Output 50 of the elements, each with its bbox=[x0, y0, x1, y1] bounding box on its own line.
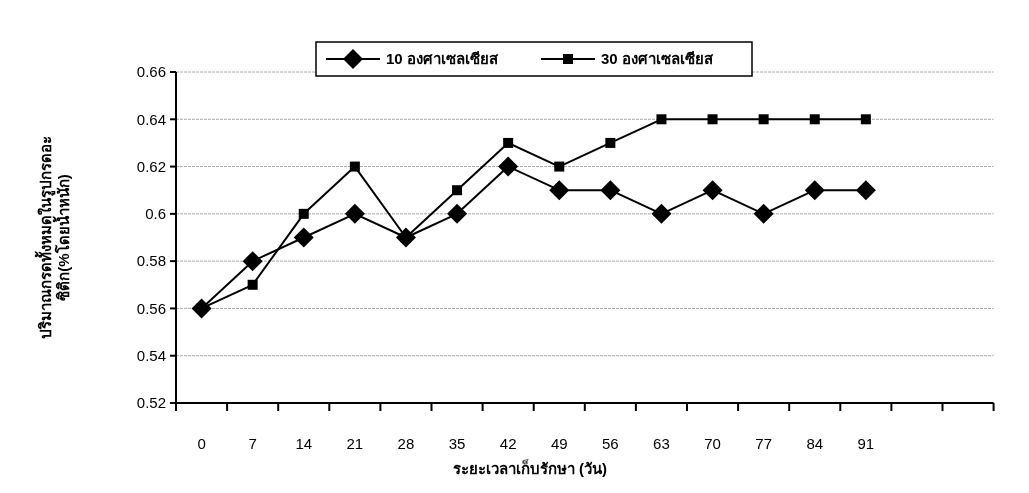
point bbox=[498, 156, 519, 177]
point bbox=[447, 203, 468, 224]
x-tick-label: 56 bbox=[602, 435, 619, 452]
point bbox=[242, 251, 263, 272]
y-tick-label: 0.66 bbox=[136, 63, 166, 81]
point bbox=[707, 114, 718, 125]
y-tick-label: 0.62 bbox=[136, 157, 166, 175]
point bbox=[753, 203, 774, 224]
point bbox=[349, 161, 360, 172]
point bbox=[452, 185, 463, 196]
point bbox=[600, 180, 621, 201]
point bbox=[702, 180, 723, 201]
x-tick-label: 35 bbox=[448, 435, 466, 452]
legend-label: 30 องศาเซลเซียส bbox=[601, 50, 714, 68]
x-tick-label: 49 bbox=[550, 435, 568, 452]
x-tick-label: 28 bbox=[397, 435, 415, 452]
point bbox=[656, 114, 667, 125]
point bbox=[344, 203, 365, 224]
point bbox=[503, 137, 514, 148]
x-tick-label: 21 bbox=[346, 435, 364, 452]
x-tick-label: 42 bbox=[499, 435, 517, 452]
y-tick-label: 0.58 bbox=[136, 252, 166, 270]
point bbox=[855, 180, 876, 201]
x-tick-label: 14 bbox=[295, 435, 313, 452]
point bbox=[758, 114, 769, 125]
x-tick-label: 91 bbox=[857, 435, 875, 452]
x-tick-label: 70 bbox=[704, 435, 721, 452]
y-tick-label: 0.56 bbox=[136, 299, 166, 317]
legend-label: 10 องศาเซลเซียส bbox=[386, 50, 499, 68]
point bbox=[247, 279, 258, 290]
point bbox=[860, 114, 871, 125]
x-axis-title: ระยะเวลาเก็บรักษา (วัน) bbox=[452, 459, 608, 477]
y-axis-title: ปริมาณกรดทั้งหมดในรูปกรดอะ ซิติก(%โดยน้ำหนัก) bbox=[34, 136, 72, 339]
y-tick-label: 0.6 bbox=[145, 205, 166, 223]
point bbox=[605, 137, 616, 148]
point bbox=[549, 180, 570, 201]
point bbox=[298, 208, 309, 219]
y-tick-label: 0.52 bbox=[136, 394, 166, 412]
y-tick-label: 0.54 bbox=[136, 346, 166, 364]
point bbox=[554, 161, 565, 172]
point bbox=[804, 180, 825, 201]
point bbox=[651, 203, 672, 224]
y-tick-label: 0.64 bbox=[136, 110, 166, 128]
x-tick-label: 84 bbox=[806, 435, 824, 452]
x-tick-label: 63 bbox=[653, 435, 670, 452]
x-tick-label: 7 bbox=[248, 435, 257, 452]
point bbox=[809, 114, 820, 125]
x-tick-label: 77 bbox=[755, 435, 772, 452]
point bbox=[293, 227, 314, 248]
x-tick-label: 0 bbox=[197, 435, 206, 452]
